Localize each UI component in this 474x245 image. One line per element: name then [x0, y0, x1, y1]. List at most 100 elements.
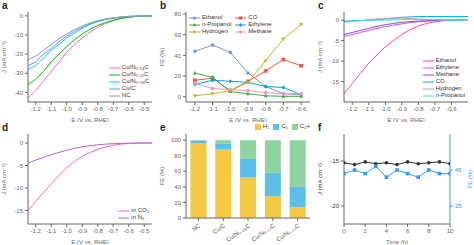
html-text:Methane: Methane: [435, 71, 459, 77]
html-text:n-Propanol: n-Propanol: [435, 92, 465, 98]
svg-text:80: 80: [174, 153, 181, 159]
svg-text:-0.8: -0.8: [261, 106, 272, 112]
svg-text:-1.2: -1.2: [190, 106, 201, 112]
html-text:CO: CO: [248, 14, 258, 20]
html-text:c: c: [318, 0, 324, 11]
svg-text:Cu/N₀.₁₄C: Cu/N₀.₁₄C: [275, 222, 301, 243]
svg-text:-1.1: -1.1: [207, 106, 218, 112]
html-text:Ethylene: Ethylene: [248, 21, 272, 27]
svg-text:45: 45: [455, 167, 462, 173]
svg-text:-1.2: -1.2: [31, 228, 42, 234]
html-text:NC: NC: [121, 92, 131, 98]
svg-text:E (V vs. RHE): E (V vs. RHE): [229, 117, 266, 122]
svg-text:0: 0: [342, 228, 346, 234]
svg-text:-0.8: -0.8: [93, 106, 104, 112]
html-text:CO: CO: [435, 78, 445, 84]
svg-text:-15: -15: [14, 208, 23, 214]
svg-text:-20: -20: [330, 203, 339, 209]
svg-text:-0.6: -0.6: [124, 106, 135, 112]
svg-text:-0.6: -0.6: [124, 228, 135, 234]
svg-text:10: 10: [447, 228, 454, 234]
svg-text:8: 8: [427, 228, 431, 234]
svg-text:-1.0: -1.0: [225, 106, 236, 112]
svg-text:-20: -20: [14, 51, 23, 57]
svg-text:E (V vs. RHE): E (V vs. RHE): [71, 239, 108, 244]
svg-text:40: 40: [174, 53, 181, 59]
html-text:Cu/C: Cu/C: [121, 85, 136, 91]
svg-text:-1.0: -1.0: [62, 106, 73, 112]
svg-text:0: 0: [178, 215, 182, 221]
svg-text:-10: -10: [14, 32, 23, 38]
html-text:b: b: [160, 0, 167, 11]
html-text:Cu/N₀.₀₈C: Cu/N₀.₀₈C: [121, 78, 149, 84]
svg-text:-15: -15: [330, 79, 339, 85]
svg-text:100: 100: [171, 137, 182, 143]
svg-text:-0.9: -0.9: [77, 228, 88, 234]
svg-text:-0.6: -0.6: [296, 106, 307, 112]
svg-text:6: 6: [406, 228, 410, 234]
svg-text:0: 0: [20, 13, 24, 19]
html-text:Ethanol: Ethanol: [435, 57, 456, 63]
svg-text:60: 60: [174, 32, 181, 38]
svg-text:-5: -5: [334, 38, 340, 44]
svg-text:FE (%): FE (%): [159, 167, 165, 186]
svg-text:J (mA cm⁻²): J (mA cm⁻²): [317, 41, 323, 73]
svg-text:E (V vs. RHE): E (V vs. RHE): [387, 117, 424, 122]
svg-text:-0.9: -0.9: [397, 106, 408, 112]
html-text:Ethanol: Ethanol: [202, 14, 223, 20]
html-text:in CO₂: in CO₂: [131, 207, 149, 213]
html-text:n-Propanol: n-Propanol: [202, 21, 232, 27]
svg-text:-1.2: -1.2: [347, 106, 358, 112]
html-text:Cu/N₀.₁₄C: Cu/N₀.₁₄C: [121, 64, 149, 70]
svg-text:4: 4: [385, 228, 389, 234]
svg-text:-1.1: -1.1: [46, 106, 57, 112]
html-text:Methane: Methane: [248, 28, 272, 34]
svg-text:E (V vs. RHE): E (V vs. RHE): [71, 117, 108, 122]
svg-text:80: 80: [174, 11, 181, 17]
svg-text:20: 20: [174, 200, 181, 206]
svg-text:Time (h): Time (h): [386, 239, 408, 244]
svg-text:40: 40: [174, 184, 181, 190]
svg-text:-1.0: -1.0: [380, 106, 391, 112]
svg-text:Cu/N₀.₀₈C: Cu/N₀.₀₈C: [225, 222, 251, 243]
svg-text:0: 0: [20, 140, 24, 146]
svg-text:J (mA cm⁻²): J (mA cm⁻²): [317, 163, 323, 195]
svg-text:-0.7: -0.7: [278, 106, 289, 112]
svg-text:20: 20: [174, 73, 181, 79]
svg-text:Cu/C: Cu/C: [212, 222, 227, 235]
svg-text:-0.9: -0.9: [77, 106, 88, 112]
svg-text:-0.9: -0.9: [243, 106, 254, 112]
svg-text:0: 0: [336, 17, 340, 23]
svg-text:-0.7: -0.7: [108, 228, 119, 234]
svg-text:-10: -10: [330, 58, 339, 64]
svg-text:-1.2: -1.2: [31, 106, 42, 112]
html-text:a: a: [2, 0, 8, 11]
svg-text:0: 0: [178, 94, 182, 100]
svg-text:Cu/N₀.₁₂C: Cu/N₀.₁₂C: [251, 222, 277, 243]
svg-text:-5: -5: [18, 163, 24, 169]
html-text:Hydrogen: Hydrogen: [435, 85, 462, 91]
html-text:d: d: [2, 122, 9, 133]
svg-text:-0.8: -0.8: [413, 106, 424, 112]
svg-text:-0.7: -0.7: [430, 106, 441, 112]
svg-text:-0.5: -0.5: [139, 228, 150, 234]
svg-text:-30: -30: [14, 70, 23, 76]
svg-text:NC: NC: [191, 222, 202, 232]
svg-text:-0.5: -0.5: [139, 106, 150, 112]
svg-text:-10: -10: [14, 185, 23, 191]
svg-text:2: 2: [364, 228, 368, 234]
svg-text:60: 60: [174, 168, 181, 174]
svg-text:-0.8: -0.8: [93, 228, 104, 234]
svg-text:-0.6: -0.6: [446, 106, 457, 112]
svg-text:-0.7: -0.7: [108, 106, 119, 112]
svg-text:-1.1: -1.1: [46, 228, 57, 234]
svg-text:35: 35: [455, 203, 462, 209]
svg-text:-1.1: -1.1: [364, 106, 375, 112]
svg-text:-40: -40: [14, 90, 23, 96]
svg-text:-1.0: -1.0: [62, 228, 73, 234]
html-text:Cu/N₀.₁₂C: Cu/N₀.₁₂C: [121, 71, 149, 77]
html-text:Hydrogen: Hydrogen: [202, 28, 228, 34]
html-text:Ethylene: Ethylene: [435, 64, 459, 70]
svg-text:-15: -15: [330, 158, 339, 164]
svg-text:FE (%): FE (%): [159, 48, 165, 67]
